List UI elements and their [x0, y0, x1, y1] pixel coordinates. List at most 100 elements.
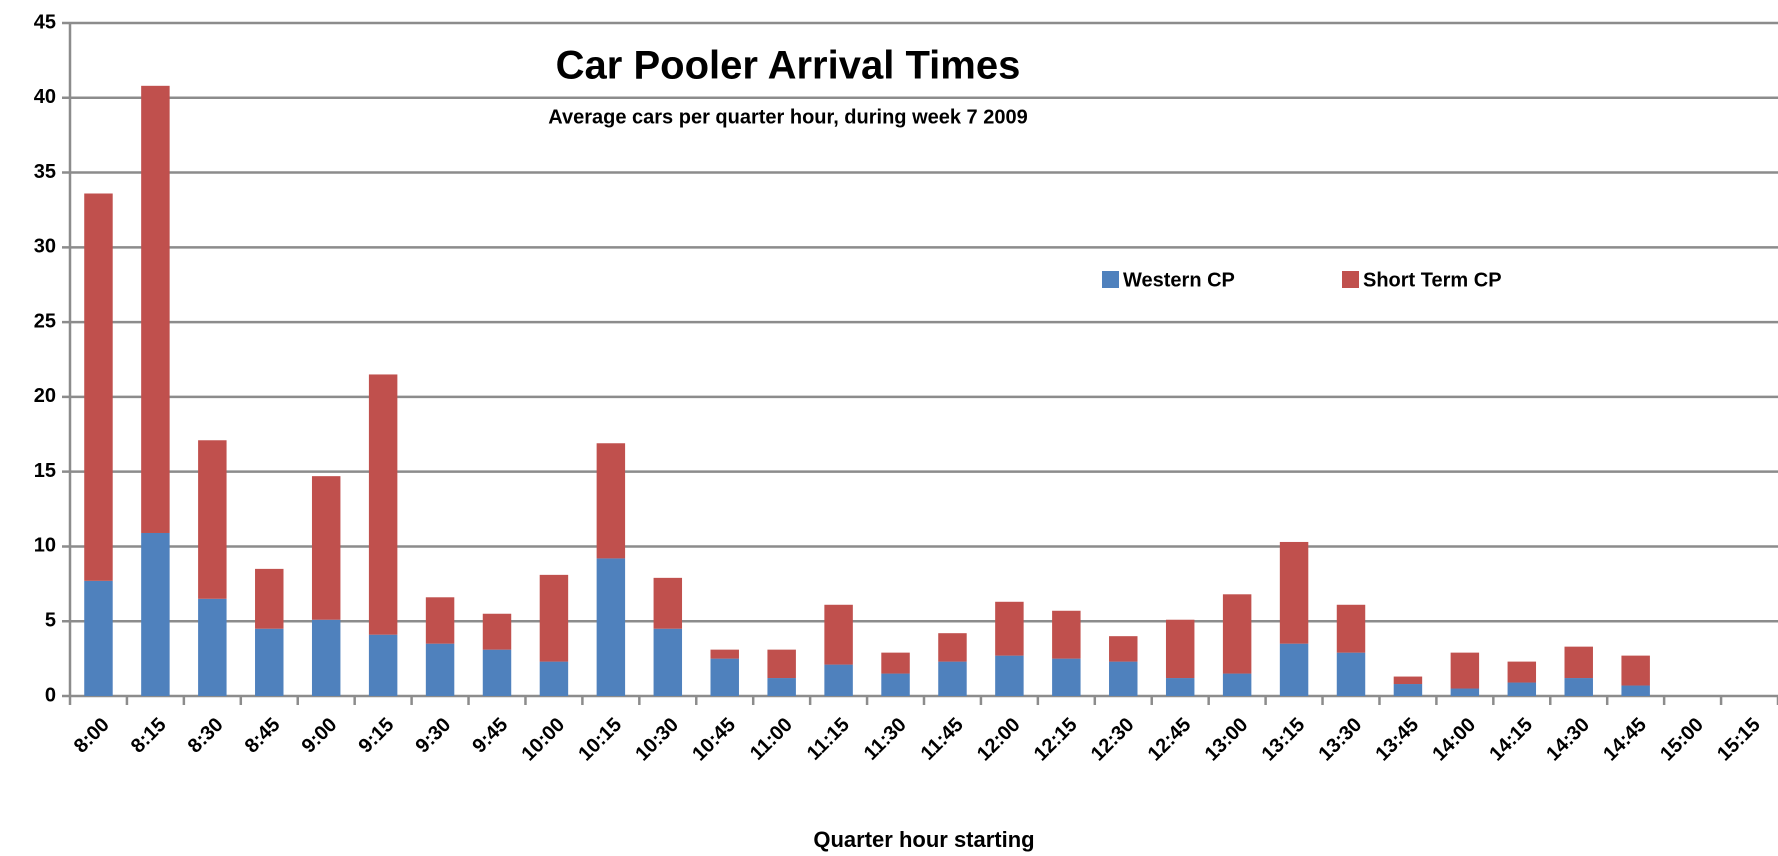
x-tick-label: 10:45: [688, 714, 740, 766]
bar-segment: [1507, 682, 1537, 696]
x-tick-label: 9:45: [468, 714, 512, 758]
bar-segment: [938, 661, 967, 696]
bar-segment: [1165, 678, 1195, 696]
bar-segment: [539, 574, 569, 662]
bar-segment: [255, 568, 284, 629]
bar-segment: [881, 673, 910, 696]
x-tick-label: 14:00: [1428, 714, 1480, 766]
bar-segment: [84, 580, 113, 696]
bar-segment: [1052, 610, 1081, 659]
bar-segment: [198, 598, 227, 696]
bar-segment: [938, 633, 967, 662]
bar-segment: [1564, 646, 1593, 679]
chart-subtitle: Average cars per quarter hour, during we…: [548, 106, 1027, 128]
x-tick-label: 11:30: [860, 714, 911, 765]
x-tick-label: 9:15: [355, 714, 399, 758]
bar-segment: [425, 643, 455, 696]
bar-segment: [995, 655, 1024, 696]
chart-title: Car Pooler Arrival Times: [556, 44, 1021, 88]
x-tick-label: 13:15: [1258, 714, 1310, 766]
legend-swatch: [1102, 271, 1119, 288]
bar-segment: [653, 577, 683, 629]
bar-segment: [1507, 661, 1537, 683]
bar-segment: [482, 613, 512, 650]
x-tick-label: 12:00: [973, 714, 1025, 766]
legend-label: Short Term CP: [1363, 269, 1502, 291]
x-tick-label: 8:45: [241, 714, 285, 758]
y-tick-label: 5: [45, 610, 56, 632]
y-tick-label: 10: [34, 535, 56, 557]
bar-segment: [1165, 619, 1195, 679]
bar-segment: [1621, 655, 1650, 686]
bar-segment: [368, 634, 398, 696]
bar-segment: [1393, 676, 1423, 685]
bar-segment: [710, 658, 739, 696]
bar-segment: [255, 628, 284, 696]
bar-segment: [1109, 636, 1138, 662]
bar-segment: [1450, 688, 1480, 696]
x-tick-label: 10:00: [517, 714, 569, 766]
x-tick-label: 11:00: [746, 714, 797, 765]
bar-segment: [1279, 541, 1309, 644]
x-tick-label: 8:15: [127, 714, 171, 758]
x-tick-label: 15:00: [1656, 714, 1708, 766]
y-tick-label: 15: [34, 460, 56, 482]
bar-segment: [881, 652, 910, 674]
bar-segment: [1279, 643, 1309, 696]
bar-segment: [1109, 661, 1138, 696]
y-tick-label: 40: [34, 86, 56, 108]
bar-segment: [368, 374, 398, 635]
y-tick-label: 20: [34, 385, 56, 407]
x-tick-label: 11:45: [917, 714, 968, 765]
y-tick-label: 25: [34, 310, 56, 332]
bar-segment: [84, 193, 113, 581]
bar-segment: [1336, 652, 1366, 696]
bar-segment: [482, 649, 512, 696]
x-tick-label: 12:45: [1144, 714, 1196, 766]
bar-segment: [425, 597, 455, 644]
bar-segment: [1450, 652, 1480, 689]
bar-segment: [1336, 604, 1366, 653]
bar-segment: [653, 628, 683, 696]
bar-segment: [767, 678, 796, 696]
bar-segment: [539, 661, 569, 696]
x-tick-label: 13:00: [1201, 714, 1253, 766]
bar-segment: [596, 558, 626, 696]
x-tick-label: 12:30: [1087, 714, 1139, 766]
x-tick-label: 13:45: [1371, 714, 1423, 766]
x-tick-label: 14:45: [1599, 714, 1651, 766]
y-tick-label: 45: [34, 11, 56, 33]
x-tick-label: 13:30: [1315, 714, 1367, 766]
bar-segment: [824, 604, 853, 665]
bar-segment: [141, 85, 170, 533]
x-tick-label: 14:15: [1485, 714, 1537, 766]
bar-segment: [1222, 594, 1252, 674]
y-tick-label: 30: [34, 236, 56, 258]
bar-segment: [1621, 685, 1650, 696]
bar-segment: [1393, 684, 1423, 696]
y-tick-label: 35: [34, 161, 56, 183]
bar-segment: [767, 649, 796, 679]
x-tick-label: 8:30: [184, 714, 228, 758]
bar-segment: [1222, 673, 1252, 696]
y-tick-label: 0: [45, 684, 56, 706]
x-tick-label: 11:15: [803, 714, 854, 765]
bar-segment: [596, 443, 626, 559]
bar-segment: [198, 440, 227, 599]
x-tick-label: 14:30: [1542, 714, 1594, 766]
bar-segment: [1564, 678, 1593, 696]
x-tick-label: 15:15: [1713, 714, 1765, 766]
x-tick-label: 12:15: [1030, 714, 1082, 766]
bar-segment: [311, 476, 341, 620]
bar-segment: [995, 601, 1024, 656]
x-tick-label: 8:00: [70, 714, 114, 758]
bar-segment: [1052, 658, 1081, 696]
x-tick-label: 10:30: [631, 714, 683, 766]
legend-swatch: [1342, 271, 1359, 288]
bar-segment: [311, 619, 341, 696]
bar-segment: [141, 532, 170, 696]
x-tick-label: 9:00: [298, 714, 342, 758]
x-axis-label: Quarter hour starting: [813, 827, 1034, 852]
x-tick-label: 10:15: [574, 714, 626, 766]
